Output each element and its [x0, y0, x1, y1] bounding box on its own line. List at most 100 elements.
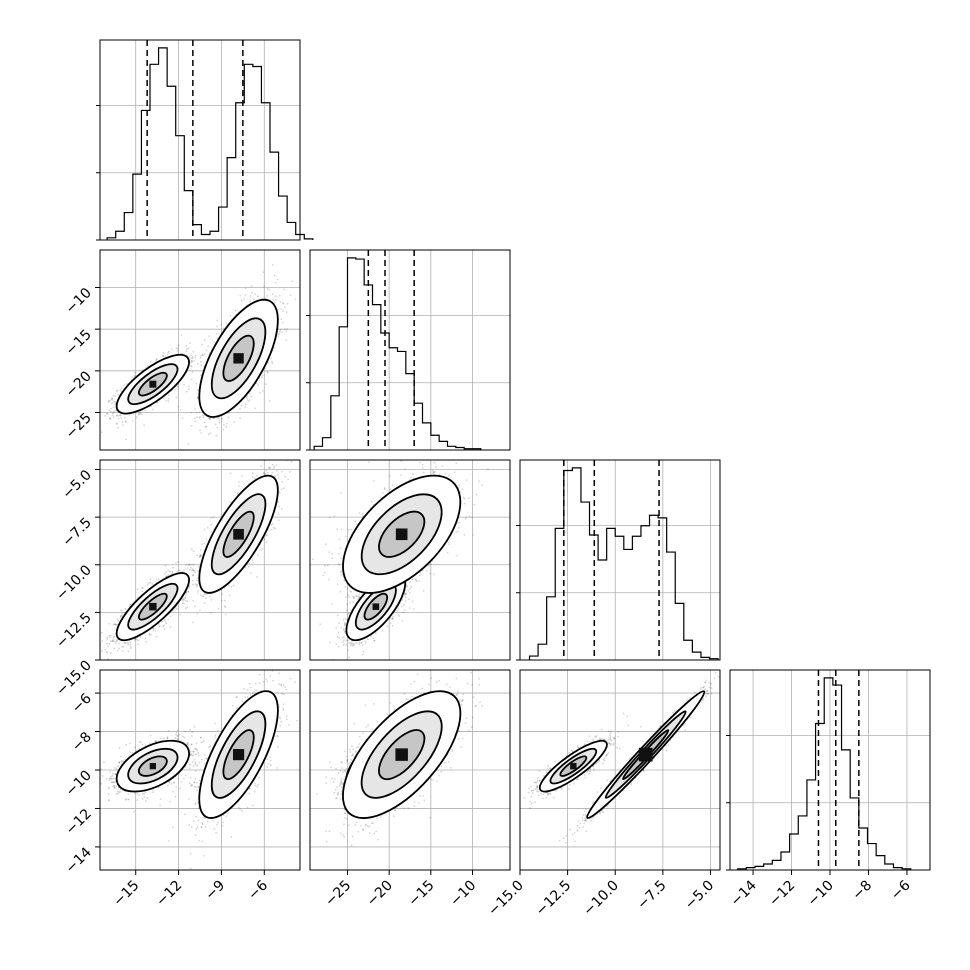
- scatter-point: [252, 562, 255, 564]
- scatter-point: [187, 385, 190, 388]
- scatter-point: [278, 332, 281, 335]
- scatter-point: [146, 584, 149, 586]
- scatter-point: [259, 391, 261, 394]
- scatter-point: [106, 651, 109, 654]
- scatter-point: [121, 612, 123, 615]
- scatter-point: [120, 615, 122, 618]
- scatter-point: [134, 371, 136, 374]
- scatter-point: [279, 301, 282, 303]
- scatter-point: [164, 572, 166, 575]
- scatter-point: [129, 603, 132, 606]
- scatter-point: [118, 647, 120, 650]
- scatter-point: [178, 569, 181, 572]
- scatter-point: [167, 400, 170, 403]
- scatter-point: [112, 406, 115, 409]
- grid-layer: [100, 40, 930, 870]
- scatter-point: [196, 586, 198, 588]
- scatter-point: [186, 567, 189, 569]
- scatter-point: [184, 607, 187, 610]
- scatter-point: [208, 335, 211, 337]
- scatter-point: [197, 389, 199, 392]
- scatter-point: [104, 415, 107, 417]
- scatter-point: [197, 570, 200, 572]
- scatter-point: [126, 383, 128, 385]
- scatter-point: [155, 636, 158, 638]
- scatter-point: [201, 414, 204, 417]
- scatter-point: [144, 637, 147, 639]
- scatter-point: [273, 467, 275, 470]
- scatter-point: [190, 378, 193, 381]
- scatter-point: [149, 578, 152, 580]
- scatter-point: [268, 289, 271, 291]
- scatter-point: [152, 629, 155, 631]
- scatter-point: [119, 616, 122, 619]
- scatter-point: [171, 570, 174, 573]
- scatter-point: [225, 322, 228, 325]
- scatter-point: [119, 389, 122, 391]
- scatter-point: [190, 411, 193, 414]
- scatter-point: [250, 395, 253, 397]
- scatter-point: [191, 360, 194, 363]
- scatter-point: [191, 371, 194, 373]
- scatter-point: [216, 426, 219, 429]
- scatter-point: [275, 464, 278, 467]
- scatter-point: [108, 417, 111, 420]
- scatter-point: [129, 647, 132, 650]
- scatter-point: [277, 333, 280, 336]
- scatter-point: [111, 402, 113, 405]
- scatter-point: [110, 652, 112, 654]
- scatter-point: [112, 636, 115, 639]
- scatter-point: [145, 640, 148, 643]
- scatter-point: [180, 334, 183, 336]
- scatter-point: [229, 314, 232, 317]
- scatter-point: [199, 416, 202, 418]
- scatter-point: [165, 399, 168, 402]
- scatter-point: [181, 599, 184, 602]
- scatter-point: [190, 425, 193, 427]
- scatter-point: [254, 292, 256, 295]
- scatter-point: [285, 339, 288, 342]
- scatter-point: [276, 278, 279, 281]
- scatter-point: [167, 618, 170, 621]
- scatter-point: [193, 360, 196, 362]
- scatter-point: [280, 308, 283, 310]
- scatter-point: [204, 425, 207, 428]
- scatter-point: [246, 395, 249, 398]
- scatter-point: [175, 347, 178, 350]
- scatter-point: [275, 295, 277, 298]
- scatter-point: [105, 412, 108, 415]
- scatter-point: [135, 416, 138, 419]
- scatter-point: [109, 418, 112, 420]
- scatter-point: [278, 294, 281, 297]
- scatter-point: [127, 650, 130, 653]
- scatter-point: [144, 409, 147, 412]
- scatter-point: [169, 615, 172, 618]
- scatter-point: [203, 528, 206, 531]
- scatter-point: [117, 417, 120, 420]
- scatter-point: [168, 394, 170, 397]
- scatter-point: [306, 245, 308, 247]
- scatter-point: [209, 417, 212, 420]
- scatter-point: [270, 357, 272, 359]
- scatter-point: [187, 590, 189, 593]
- scatter-point: [277, 477, 280, 479]
- scatter-point: [194, 356, 197, 359]
- scatter-point: [208, 418, 211, 420]
- scatter-point: [111, 412, 114, 414]
- scatter-point: [112, 639, 114, 642]
- scatter-point: [175, 562, 177, 564]
- scatter-point: [162, 355, 165, 358]
- scatter-point: [163, 397, 166, 400]
- scatter-point: [281, 302, 284, 304]
- scatter-point: [194, 605, 196, 608]
- scatter-point: [216, 319, 219, 322]
- scatter-point: [283, 328, 286, 330]
- scatter-point: [107, 399, 110, 402]
- scatter-point: [215, 332, 218, 335]
- scatter-point: [133, 374, 136, 377]
- scatter-point: [277, 335, 280, 337]
- scatter-point: [201, 353, 204, 356]
- scatter-point: [161, 355, 164, 357]
- scatter-point: [169, 626, 172, 629]
- scatter-point: [170, 348, 173, 350]
